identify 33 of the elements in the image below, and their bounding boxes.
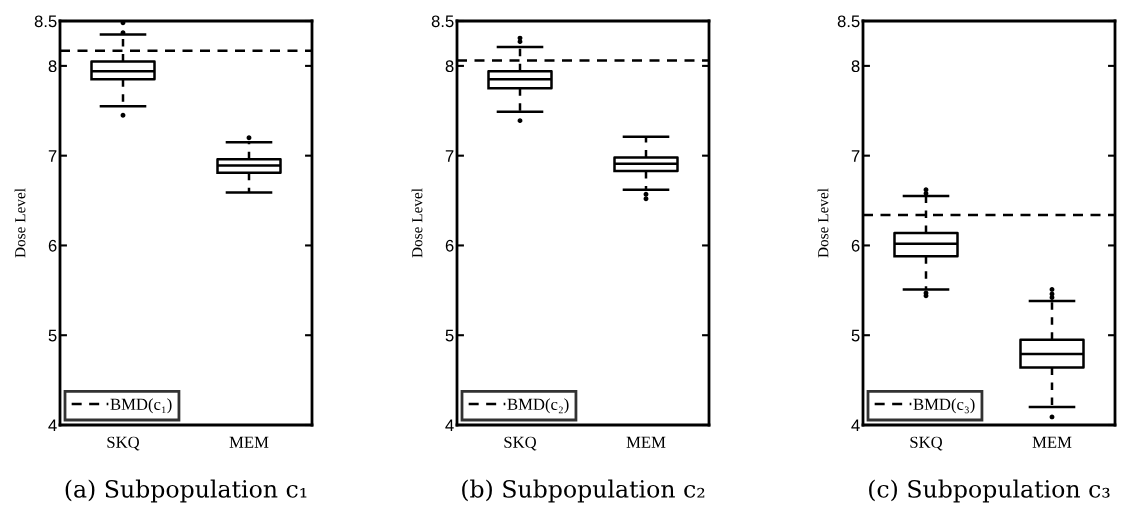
y-tick-label: 4 bbox=[851, 419, 860, 432]
y-tick-label: 6 bbox=[445, 239, 454, 252]
text: (b) Subpopulation c₂ bbox=[462, 479, 705, 503]
legend-label: BMD(c₁) bbox=[110, 398, 172, 414]
y-tick-label: 7 bbox=[445, 150, 454, 162]
y-tick-label: 7 bbox=[48, 150, 57, 162]
y-axis-title: Dose Level bbox=[817, 188, 829, 258]
y-tick-label: 6 bbox=[48, 239, 57, 252]
y-tick-label: 8.5 bbox=[431, 15, 454, 28]
x-tick-label: MEM bbox=[1032, 436, 1072, 448]
y-axis-title: Dose Level bbox=[14, 188, 26, 258]
x-tick-label: SKQ bbox=[910, 436, 943, 451]
x-tick-label: SKQ bbox=[107, 436, 140, 451]
x-tick-label: SKQ bbox=[504, 436, 537, 451]
y-tick-label: 6 bbox=[851, 239, 860, 252]
x-tick-label: MEM bbox=[229, 436, 269, 448]
y-tick-label: 8.5 bbox=[34, 15, 57, 28]
text: (c) Subpopulation c₃ bbox=[869, 479, 1110, 503]
y-tick-label: 8 bbox=[445, 60, 454, 73]
y-tick-label: 5 bbox=[851, 329, 860, 342]
y-tick-label: 8.5 bbox=[837, 15, 860, 28]
legend-label: BMD(c₃) bbox=[913, 398, 975, 414]
y-tick-label: 7 bbox=[851, 150, 860, 162]
y-axis-title: Dose Level bbox=[411, 188, 423, 258]
legend-label: BMD(c₂) bbox=[507, 398, 569, 414]
y-tick-label: 4 bbox=[445, 419, 454, 432]
y-tick-label: 8 bbox=[851, 60, 860, 73]
y-tick-label: 5 bbox=[445, 329, 454, 342]
x-tick-label: MEM bbox=[626, 436, 666, 448]
y-tick-label: 8 bbox=[48, 60, 57, 73]
y-tick-label: 5 bbox=[48, 329, 57, 342]
text: (a) Subpopulation c₁ bbox=[65, 479, 307, 503]
y-tick-label: 4 bbox=[48, 419, 57, 432]
